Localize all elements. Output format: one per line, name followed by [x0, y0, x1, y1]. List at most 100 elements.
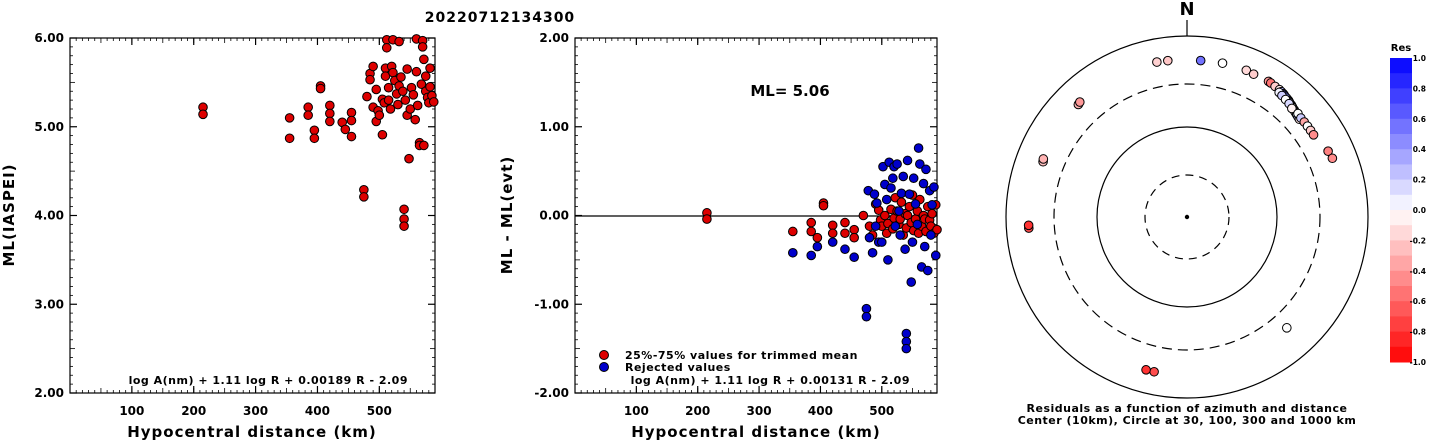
ml-distance-data-point	[383, 82, 394, 93]
ml-distance-data-point	[428, 97, 439, 107]
residual-distance-data-point	[812, 241, 823, 252]
colorbar-tick-label: -0.8	[1410, 328, 1426, 337]
ml-distance-xtick-label: 500	[367, 404, 392, 418]
ml-distance-data-point	[419, 54, 429, 65]
colorbar-tick-label: -1.0	[1410, 358, 1426, 367]
ml-distance-panel: 100 200 300 400 500 2.00 3.00 4.00 5.00 6.00 Hypo…	[0, 31, 439, 441]
residual-distance-data-point	[904, 189, 915, 199]
station-residual-marker	[1195, 55, 1206, 66]
residual-distance-data-point	[788, 226, 798, 237]
station-residual-marker	[1327, 153, 1338, 164]
residual-distance-data-point	[896, 188, 907, 199]
colorbar-title: Res	[1391, 43, 1411, 54]
ml-distance-data-point	[303, 110, 313, 121]
station-residual-marker	[1163, 55, 1173, 66]
polar-caption-line2: Center (10km), Circle at 30, 100, 300 an…	[1018, 414, 1357, 427]
colorbar-swatch	[1390, 331, 1412, 348]
station-residual-marker	[1248, 69, 1259, 79]
ml-distance-data-point	[399, 204, 409, 215]
colorbar-tick-label: 0.8	[1413, 84, 1426, 93]
residual-distance-data-point	[926, 230, 936, 240]
station-residual-marker	[1149, 366, 1159, 377]
residual-distance-xtick-label: 300	[747, 404, 772, 418]
residual-distance-data-point	[901, 328, 912, 339]
colorbar-tick-label: -0.2	[1410, 236, 1426, 245]
ml-distance-data-point	[325, 100, 335, 111]
residual-distance-points	[702, 143, 942, 354]
residual-distance-xtick-label: 400	[808, 404, 833, 418]
residual-distance-data-point	[840, 244, 850, 255]
residual-distance-data-point	[919, 241, 930, 252]
residual-distance-data-point	[849, 252, 859, 263]
ml-distance-data-point	[303, 102, 313, 113]
residual-distance-data-point	[918, 178, 929, 189]
residual-distance-panel: 100 200 300 400 500 -2.00 -1.00 0.00 1.00 2.00 ML…	[498, 31, 942, 441]
ml-distance-data-point	[340, 124, 351, 135]
residual-distance-ytick-label: -2.00	[534, 386, 569, 400]
residual-distance-data-point	[849, 224, 859, 235]
ml-distance-data-point	[198, 109, 208, 120]
residual-distance-data-point	[870, 221, 881, 231]
residual-distance-data-point	[812, 232, 823, 243]
residual-distance-xtick-label: 200	[685, 404, 710, 418]
ml-value-label: ML= 5.06	[750, 82, 829, 100]
colorbar-swatch	[1390, 58, 1412, 74]
circle-100km	[1096, 126, 1278, 308]
ml-distance-data-point	[309, 133, 320, 144]
residual-distance-data-point	[888, 173, 898, 184]
residual-distance-ytick-label: 1.00	[539, 120, 569, 134]
ml-distance-data-point	[402, 64, 412, 74]
ml-distance-data-point	[394, 36, 404, 47]
residual-distance-data-point	[827, 228, 838, 239]
ml-distance-data-point	[346, 131, 357, 142]
station-residual-marker	[1152, 57, 1162, 67]
colorbar-swatch	[1390, 179, 1412, 196]
ml-distance-data-point	[365, 74, 375, 85]
station-residual-marker	[1023, 220, 1034, 231]
ml-distance-data-point	[399, 221, 409, 231]
ml-distance-formula: log A(nm) + 1.11 log R + 0.00189 R - 2.0…	[129, 374, 408, 387]
ml-distance-data-point	[419, 140, 429, 151]
residual-distance-data-point	[912, 219, 923, 230]
ml-distance-data-point	[284, 113, 295, 123]
circle-30km	[1144, 174, 1230, 260]
residual-distance-data-point	[921, 164, 931, 175]
residual-distance-data-point	[930, 250, 941, 261]
ml-distance-xtick-label: 300	[243, 404, 268, 418]
ml-distance-data-point	[400, 95, 411, 105]
residual-distance-ticks: 100 200 300 400 500 -2.00 -1.00 0.00 1.00 2.00	[534, 31, 937, 418]
ml-distance-data-point	[425, 63, 435, 73]
residual-distance-data-point	[927, 208, 937, 219]
residual-distance-data-point	[806, 226, 817, 237]
residual-distance-ytick-label: -1.00	[534, 297, 569, 311]
ml-distance-xtick-label: 100	[119, 404, 144, 418]
ml-distance-data-point	[362, 91, 372, 102]
residual-distance-data-point	[840, 228, 850, 239]
residual-distance-data-point	[827, 237, 838, 247]
ml-distance-data-point	[381, 42, 392, 53]
ml-distance-ytick-label: 2.00	[34, 386, 64, 400]
ml-distance-ytick-label: 6.00	[34, 31, 64, 45]
colorbar-tick-label: -0.6	[1410, 297, 1426, 306]
legend-marker-rejected	[599, 362, 609, 372]
residual-colorbar: Res 1.0 0.8 0.6 0.4 0.2 0.0 -0.2 -0.4 -0.6 -0.8 -1…	[1390, 43, 1426, 367]
ml-distance-data-point	[325, 108, 335, 119]
colorbar-swatch	[1390, 194, 1412, 211]
ml-distance-data-point	[425, 82, 435, 92]
residual-distance-data-point	[886, 183, 896, 193]
residual-distance-data-point	[861, 311, 872, 322]
residual-distance-data-point	[827, 220, 838, 231]
residual-distance-data-point	[913, 143, 924, 153]
figure-title: 20220712134300	[425, 10, 575, 26]
colorbar-swatch	[1390, 88, 1412, 105]
station-residual-marker	[1287, 103, 1297, 114]
residual-distance-data-point	[867, 247, 878, 258]
ml-distance-frame	[69, 37, 436, 394]
circle-300km	[1053, 83, 1321, 351]
legend-label-rejected: Rejected values	[625, 361, 731, 374]
residual-distance-xlabel: Hypocentral distance (km)	[631, 423, 881, 441]
residual-distance-data-point	[864, 232, 875, 243]
station-residual-marker	[1141, 365, 1151, 375]
residual-distance-xtick-label: 500	[869, 404, 894, 418]
